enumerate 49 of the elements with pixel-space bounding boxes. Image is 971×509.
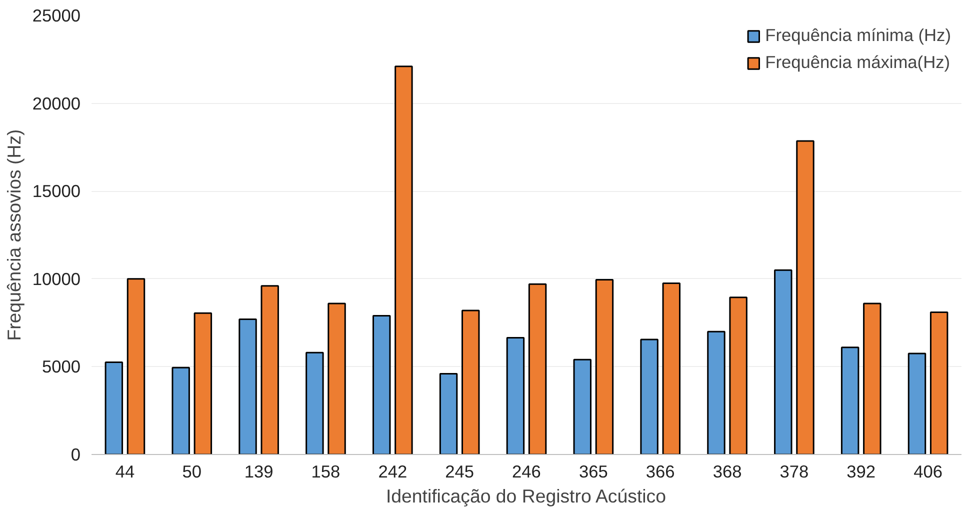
bar (506, 336, 525, 454)
bar (328, 302, 346, 454)
y-tick-label: 25000 (32, 6, 80, 26)
bar (863, 302, 882, 454)
bar (439, 372, 458, 454)
bar (595, 279, 614, 454)
y-axis-title: Frequência assovios (Hz) (3, 129, 24, 341)
bar (238, 318, 257, 454)
legend-label: Frequência mínima (Hz) (765, 25, 951, 46)
legend-label: Frequência máxima(Hz) (765, 52, 950, 73)
bar (306, 352, 324, 454)
bar (528, 283, 547, 454)
bar (796, 140, 814, 454)
x-tick-label: 44 (115, 462, 135, 482)
bar (104, 362, 124, 454)
x-tick-label: 245 (445, 462, 474, 482)
x-axis-title: Identificação do Registro Acústico (386, 486, 666, 506)
y-tick-label: 0 (70, 444, 81, 464)
y-tick-label: 15000 (32, 181, 80, 202)
bar (260, 285, 279, 454)
bar (662, 282, 681, 454)
y-tick-label: 5000 (42, 356, 81, 377)
bar (840, 346, 860, 454)
bar (908, 352, 926, 454)
bar (774, 269, 792, 454)
bar (729, 296, 748, 454)
x-tick-label: 139 (244, 462, 274, 482)
bar (394, 66, 413, 454)
bar (372, 315, 391, 454)
x-tick-label: 406 (914, 462, 943, 482)
x-tick-label: 378 (780, 462, 809, 482)
x-tick-label: 392 (846, 462, 876, 482)
bar (707, 330, 726, 454)
bar (172, 366, 190, 454)
x-tick-label: 50 (182, 462, 202, 482)
bar (640, 338, 658, 454)
bar (573, 358, 592, 454)
x-tick-label: 365 (578, 462, 608, 482)
y-tick-label: 10000 (32, 268, 80, 289)
x-tick-label: 242 (378, 462, 408, 482)
x-tick-label: 158 (311, 462, 340, 482)
x-tick-label: 366 (646, 462, 675, 482)
bar (126, 278, 146, 454)
bar (462, 310, 480, 454)
y-tick-label: 20000 (32, 93, 80, 114)
bar (930, 312, 948, 454)
bar (194, 312, 212, 454)
x-tick-label: 368 (712, 462, 742, 482)
x-tick-label: 246 (512, 462, 541, 482)
